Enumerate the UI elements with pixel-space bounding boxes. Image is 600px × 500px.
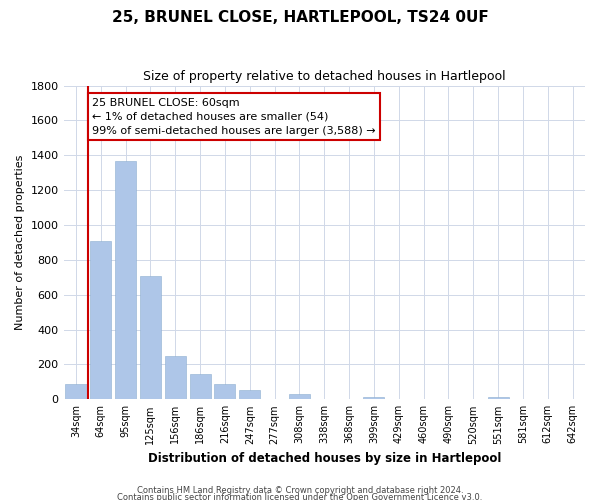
X-axis label: Distribution of detached houses by size in Hartlepool: Distribution of detached houses by size … bbox=[148, 452, 501, 465]
Bar bbox=[165, 356, 186, 400]
Bar bbox=[115, 160, 136, 400]
Bar bbox=[214, 384, 235, 400]
Bar bbox=[140, 276, 161, 400]
Text: Contains HM Land Registry data © Crown copyright and database right 2024.: Contains HM Land Registry data © Crown c… bbox=[137, 486, 463, 495]
Y-axis label: Number of detached properties: Number of detached properties bbox=[15, 154, 25, 330]
Title: Size of property relative to detached houses in Hartlepool: Size of property relative to detached ho… bbox=[143, 70, 506, 83]
Bar bbox=[488, 396, 509, 400]
Text: Contains public sector information licensed under the Open Government Licence v3: Contains public sector information licen… bbox=[118, 494, 482, 500]
Text: 25 BRUNEL CLOSE: 60sqm
← 1% of detached houses are smaller (54)
99% of semi-deta: 25 BRUNEL CLOSE: 60sqm ← 1% of detached … bbox=[92, 98, 376, 136]
Bar bbox=[90, 240, 112, 400]
Text: 25, BRUNEL CLOSE, HARTLEPOOL, TS24 0UF: 25, BRUNEL CLOSE, HARTLEPOOL, TS24 0UF bbox=[112, 10, 488, 25]
Bar bbox=[190, 374, 211, 400]
Bar bbox=[289, 394, 310, 400]
Bar bbox=[364, 396, 385, 400]
Bar bbox=[65, 384, 86, 400]
Bar bbox=[239, 390, 260, 400]
